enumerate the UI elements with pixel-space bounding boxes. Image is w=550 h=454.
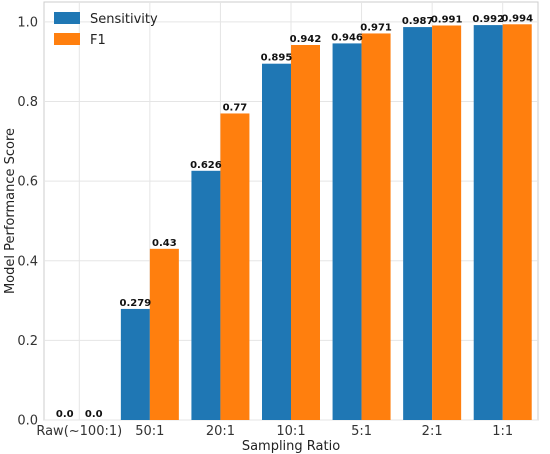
bar-value-label: 0.971 — [360, 22, 392, 33]
x-tick-label: 1:1 — [492, 424, 513, 439]
x-tick-label: 50:1 — [135, 424, 164, 439]
bar-f1 — [291, 44, 320, 420]
bar-sensitivity — [191, 170, 221, 420]
legend-label-sensitivity: Sensitivity — [90, 12, 158, 27]
bar-value-label: 0.279 — [120, 298, 152, 309]
legend-swatch-f1 — [54, 33, 80, 45]
y-tick-label: 0.8 — [17, 95, 38, 110]
bar-value-label: 0.626 — [190, 160, 222, 171]
bar-value-label: 0.0 — [56, 409, 74, 420]
bar-value-label: 0.0 — [85, 409, 103, 420]
x-axis-ticks: Raw(~100:1) 50:1 20:1 10:1 5:1 2:1 1:1 — [36, 424, 513, 439]
x-tick-label: 2:1 — [422, 424, 443, 439]
legend: Sensitivity F1 — [54, 12, 158, 48]
bar-f1 — [432, 25, 462, 421]
legend-swatch-sensitivity — [54, 12, 80, 24]
bar-value-label: 0.994 — [501, 13, 533, 24]
y-tick-label: 0.0 — [17, 414, 38, 429]
x-tick-label: 10:1 — [276, 424, 305, 439]
x-axis-title: Sampling Ratio — [242, 439, 340, 454]
bar-value-label: 0.942 — [290, 34, 322, 45]
bar-sensitivity — [403, 27, 433, 421]
y-axis-title: Model Performance Score — [3, 128, 18, 294]
y-tick-label: 0.6 — [17, 175, 38, 190]
x-tick-label: 5:1 — [351, 424, 372, 439]
y-tick-label: 1.0 — [17, 15, 38, 30]
bar-f1 — [149, 248, 179, 420]
bar-value-label: 0.946 — [331, 32, 363, 43]
y-axis-ticks: 0.0 0.2 0.4 0.6 0.8 1.0 — [17, 15, 38, 428]
bar-value-label: 0.992 — [472, 14, 504, 25]
bars — [120, 24, 532, 421]
y-tick-label: 0.2 — [17, 334, 38, 349]
bar-f1 — [220, 113, 250, 420]
bar-f1 — [361, 33, 391, 420]
bar-f1 — [502, 24, 532, 420]
bar-sensitivity — [473, 25, 503, 420]
bar-value-label: 0.895 — [261, 53, 293, 64]
bar-value-label: 0.43 — [152, 238, 177, 249]
x-tick-label: Raw(~100:1) — [36, 424, 122, 439]
legend-label-f1: F1 — [90, 33, 106, 48]
bar-sensitivity — [332, 43, 362, 420]
bar-sensitivity — [262, 63, 291, 420]
bar-value-label: 0.991 — [431, 14, 463, 25]
bar-value-label: 0.987 — [402, 16, 434, 27]
bar-sensitivity — [120, 308, 150, 420]
y-tick-label: 0.4 — [17, 254, 38, 269]
x-tick-label: 20:1 — [206, 424, 235, 439]
bar-value-label: 0.77 — [223, 102, 248, 113]
